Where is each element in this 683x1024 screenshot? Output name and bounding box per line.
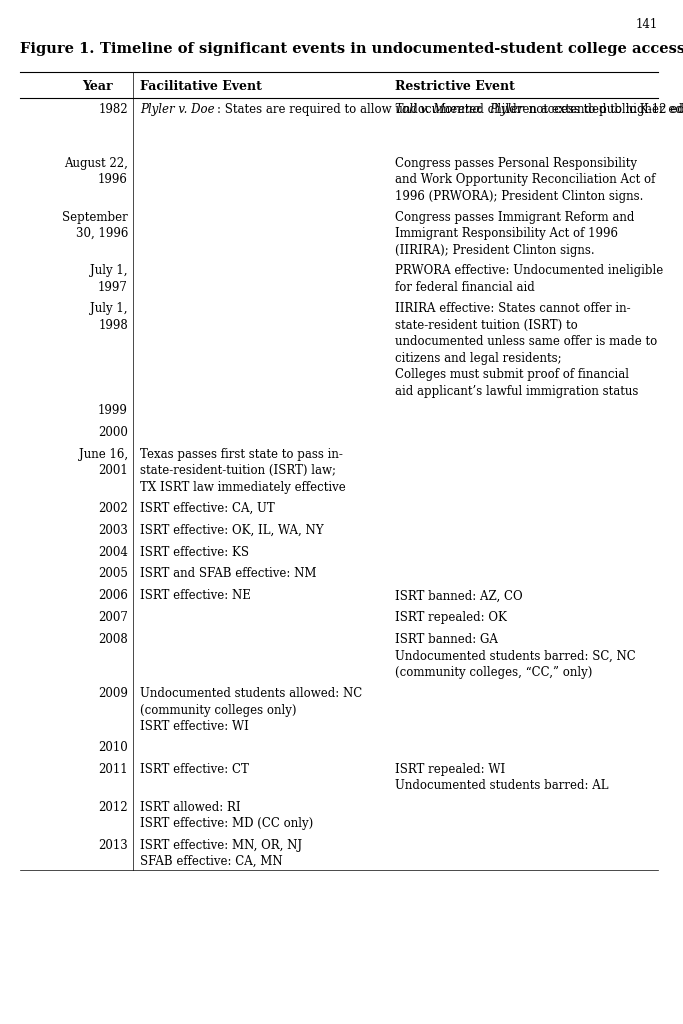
Text: Toll v. Moreno: Toll v. Moreno [395,103,479,116]
Text: 2003: 2003 [98,523,128,537]
Text: June 16,
2001: June 16, 2001 [79,447,128,477]
Text: August 22,
1996: August 22, 1996 [64,157,128,186]
Text: 2006: 2006 [98,590,128,602]
Text: 141: 141 [636,18,658,31]
Text: : States are required to allow undocumented children access to public K-12 educa: : States are required to allow undocumen… [217,103,683,116]
Text: 1999: 1999 [98,403,128,417]
Text: not extended to higher ed.: not extended to higher ed. [525,103,683,116]
Text: ISRT banned: AZ, CO: ISRT banned: AZ, CO [395,590,522,602]
Text: Congress passes Personal Responsibility
and Work Opportunity Reconciliation Act : Congress passes Personal Responsibility … [395,157,656,203]
Text: ISRT effective: NE: ISRT effective: NE [140,590,251,602]
Text: July 1,
1997: July 1, 1997 [91,264,128,294]
Text: ISRT repealed: OK: ISRT repealed: OK [395,611,507,625]
Text: ISRT repealed: WI
Undocumented students barred: AL: ISRT repealed: WI Undocumented students … [395,763,609,793]
Text: ISRT effective: MN, OR, NJ
SFAB effective: CA, MN: ISRT effective: MN, OR, NJ SFAB effectiv… [140,839,302,868]
Text: 2004: 2004 [98,546,128,558]
Text: Plyler: Plyler [490,103,524,116]
Text: 1982: 1982 [98,103,128,116]
Text: IIRIRA effective: States cannot offer in-
state-resident tuition (ISRT) to
undoc: IIRIRA effective: States cannot offer in… [395,302,657,397]
Text: 2011: 2011 [98,763,128,776]
Text: Texas passes first state to pass in-
state-resident-tuition (ISRT) law;
TX ISRT : Texas passes first state to pass in- sta… [140,447,346,494]
Text: 2010: 2010 [98,741,128,754]
Text: September
30, 1996: September 30, 1996 [62,211,128,240]
Text: ISRT banned: GA
Undocumented students barred: SC, NC
(community colleges, “CC,” : ISRT banned: GA Undocumented students ba… [395,633,636,679]
Text: 2013: 2013 [98,839,128,852]
Text: Timeline of significant events in undocumented-student college access.: Timeline of significant events in undocu… [100,42,683,56]
Text: 2008: 2008 [98,633,128,646]
Text: 2012: 2012 [98,801,128,814]
Text: ISRT and SFAB effective: NM: ISRT and SFAB effective: NM [140,567,316,581]
Text: 2007: 2007 [98,611,128,625]
Text: ISRT effective: OK, IL, WA, NY: ISRT effective: OK, IL, WA, NY [140,523,324,537]
Text: ISRT effective: CT: ISRT effective: CT [140,763,249,776]
Text: ISRT allowed: RI
ISRT effective: MD (CC only): ISRT allowed: RI ISRT effective: MD (CC … [140,801,313,830]
Text: :: : [477,103,486,116]
Text: ISRT effective: KS: ISRT effective: KS [140,546,249,558]
Text: Congress passes Immigrant Reform and
Immigrant Responsibility Act of 1996
(IIRIR: Congress passes Immigrant Reform and Imm… [395,211,635,257]
Text: 2000: 2000 [98,426,128,439]
Text: Undocumented students allowed: NC
(community colleges only)
ISRT effective: WI: Undocumented students allowed: NC (commu… [140,687,362,733]
Text: PRWORA effective: Undocumented ineligible
for federal financial aid: PRWORA effective: Undocumented ineligibl… [395,264,663,294]
Text: Figure 1.: Figure 1. [20,42,94,56]
Text: Restrictive Event: Restrictive Event [395,80,515,93]
Text: 2002: 2002 [98,502,128,515]
Text: Year: Year [82,80,113,93]
Text: 2005: 2005 [98,567,128,581]
Text: Facilitative Event: Facilitative Event [140,80,262,93]
Text: 2009: 2009 [98,687,128,700]
Text: ISRT effective: CA, UT: ISRT effective: CA, UT [140,502,275,515]
Text: Plyler v. Doe: Plyler v. Doe [140,103,214,116]
Text: July 1,
1998: July 1, 1998 [91,302,128,332]
